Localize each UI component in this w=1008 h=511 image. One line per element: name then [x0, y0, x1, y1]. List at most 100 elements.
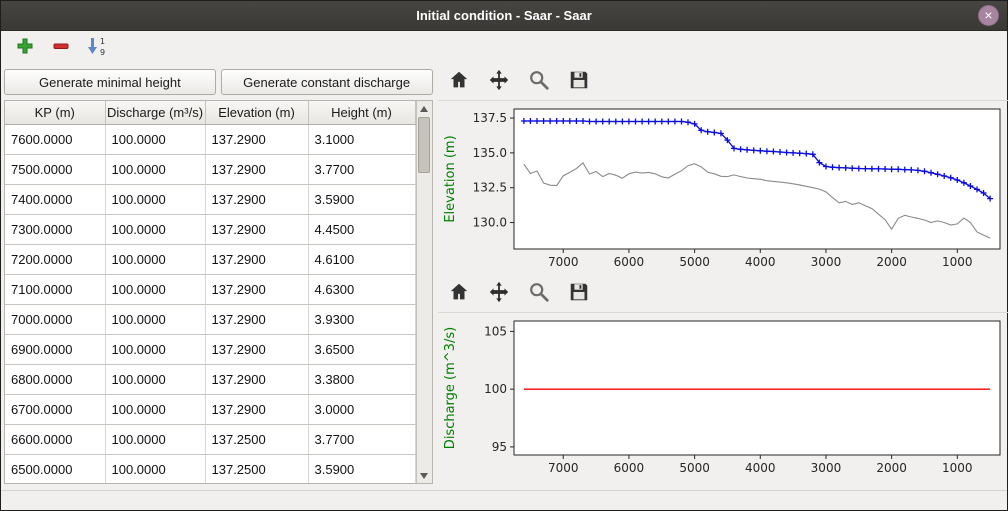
table-row[interactable]: 6500.0000 100.0000 137.2500 3.5900: [5, 454, 416, 483]
table-cell[interactable]: 4.6300: [308, 274, 416, 305]
generate-constant-discharge-button[interactable]: Generate constant discharge: [220, 69, 433, 95]
table-cell[interactable]: 137.2900: [205, 394, 309, 425]
table-cell[interactable]: 7400.0000: [5, 184, 106, 215]
table-cell[interactable]: 3.7700: [308, 424, 416, 455]
table-cell[interactable]: 7000.0000: [5, 304, 106, 335]
scroll-track[interactable]: [417, 116, 432, 468]
elevation-home-button[interactable]: [446, 70, 472, 96]
add-row-button[interactable]: [11, 34, 39, 62]
discharge-pan-button[interactable]: [486, 281, 512, 308]
column-header[interactable]: Elevation (m): [205, 101, 309, 125]
elevation-zoom-button[interactable]: [526, 70, 552, 96]
scroll-down-button[interactable]: [417, 468, 432, 483]
table-cell[interactable]: 100.0000: [105, 274, 206, 305]
zoom-icon: [528, 69, 550, 96]
svg-text:95: 95: [491, 440, 506, 454]
discharge-zoom-button[interactable]: [526, 282, 552, 308]
save-icon: [568, 281, 590, 308]
remove-row-button[interactable]: [47, 34, 75, 62]
table-row[interactable]: 7200.0000 100.0000 137.2900 4.6100: [5, 244, 416, 275]
content-area: Generate minimal height Generate constan…: [1, 65, 1008, 490]
table-cell[interactable]: 3.5900: [308, 184, 416, 215]
table-cell[interactable]: 137.2900: [205, 214, 309, 245]
scroll-thumb[interactable]: [417, 117, 430, 173]
table-row[interactable]: 7100.0000 100.0000 137.2900 4.6300: [5, 274, 416, 305]
table-cell[interactable]: 137.2500: [205, 454, 309, 483]
table-cell[interactable]: 3.1000: [308, 124, 416, 155]
table-cell[interactable]: 3.5900: [308, 454, 416, 483]
table-cell[interactable]: 137.2900: [205, 274, 309, 305]
table-cell[interactable]: 6600.0000: [5, 424, 106, 455]
table-cell[interactable]: 3.7700: [308, 154, 416, 185]
table-row[interactable]: 7600.0000 100.0000 137.2900 3.1000: [5, 124, 416, 155]
table-cell[interactable]: 7100.0000: [5, 274, 106, 305]
discharge-home-button[interactable]: [446, 282, 472, 308]
table-cell[interactable]: 100.0000: [105, 214, 206, 245]
discharge-chart-toolbar: [437, 277, 1008, 313]
sort-ascending-icon: 1 9: [86, 35, 108, 62]
column-header[interactable]: KP (m): [5, 101, 106, 125]
table-row[interactable]: 6600.0000 100.0000 137.2500 3.7700: [5, 424, 416, 455]
table-cell[interactable]: 137.2900: [205, 364, 309, 395]
table-cell[interactable]: 6500.0000: [5, 454, 106, 483]
table-cell[interactable]: 100.0000: [105, 364, 206, 395]
svg-text:5000: 5000: [679, 255, 710, 269]
table-row[interactable]: 7000.0000 100.0000 137.2900 3.9300: [5, 304, 416, 335]
save-icon: [568, 69, 590, 96]
column-header[interactable]: Discharge (m³/s): [105, 101, 206, 125]
close-button[interactable]: ×: [978, 5, 999, 26]
table-row[interactable]: 6800.0000 100.0000 137.2900 3.3800: [5, 364, 416, 395]
table-cell[interactable]: 100.0000: [105, 304, 206, 335]
table-row[interactable]: 7500.0000 100.0000 137.2900 3.7700: [5, 154, 416, 185]
table-cell[interactable]: 100.0000: [105, 454, 206, 483]
table-cell[interactable]: 100.0000: [105, 334, 206, 365]
table-cell[interactable]: 100.0000: [105, 124, 206, 155]
table-cell[interactable]: 137.2900: [205, 184, 309, 215]
table-cell[interactable]: 6700.0000: [5, 394, 106, 425]
svg-text:3000: 3000: [810, 461, 841, 475]
table-cell[interactable]: 7300.0000: [5, 214, 106, 245]
table-cell[interactable]: 137.2900: [205, 334, 309, 365]
table-cell[interactable]: 137.2900: [205, 244, 309, 275]
svg-text:4000: 4000: [745, 461, 776, 475]
table-cell[interactable]: 4.4500: [308, 214, 416, 245]
table-row[interactable]: 7300.0000 100.0000 137.2900 4.4500: [5, 214, 416, 245]
table-cell[interactable]: 3.9300: [308, 304, 416, 335]
table-cell[interactable]: 100.0000: [105, 394, 206, 425]
table-scrollbar[interactable]: [415, 101, 432, 483]
svg-text:100: 100: [484, 382, 507, 396]
column-header[interactable]: Height (m): [308, 101, 416, 125]
table-cell[interactable]: 3.6500: [308, 334, 416, 365]
table-cell[interactable]: 6800.0000: [5, 364, 106, 395]
table-cell[interactable]: 3.3800: [308, 364, 416, 395]
table-cell[interactable]: 137.2500: [205, 424, 309, 455]
svg-text:2000: 2000: [876, 255, 907, 269]
titlebar[interactable]: Initial condition - Saar - Saar ×: [1, 1, 1007, 31]
table-cell[interactable]: 137.2900: [205, 304, 309, 335]
table-cell[interactable]: 137.2900: [205, 124, 309, 155]
svg-text:Elevation (m): Elevation (m): [443, 135, 458, 222]
generate-minimal-height-button[interactable]: Generate minimal height: [4, 69, 216, 95]
table-row[interactable]: 6700.0000 100.0000 137.2900 3.0000: [5, 394, 416, 425]
table-cell[interactable]: 7500.0000: [5, 154, 106, 185]
table-row[interactable]: 7400.0000 100.0000 137.2900 3.5900: [5, 184, 416, 215]
table-cell[interactable]: 6900.0000: [5, 334, 106, 365]
table-cell[interactable]: 100.0000: [105, 244, 206, 275]
table-cell[interactable]: 100.0000: [105, 154, 206, 185]
table-cell[interactable]: 7200.0000: [5, 244, 106, 275]
scroll-up-button[interactable]: [417, 101, 432, 116]
table-row[interactable]: 6900.0000 100.0000 137.2900 3.6500: [5, 334, 416, 365]
elevation-pan-button[interactable]: [486, 69, 512, 96]
add-icon: [15, 36, 35, 61]
table-cell[interactable]: 100.0000: [105, 184, 206, 215]
sort-button[interactable]: 1 9: [83, 34, 111, 62]
svg-text:3000: 3000: [810, 255, 841, 269]
table-cell[interactable]: 137.2900: [205, 154, 309, 185]
table-body: 7600.0000 100.0000 137.2900 3.1000 7500.0000…: [5, 124, 416, 483]
table-cell[interactable]: 100.0000: [105, 424, 206, 455]
elevation-save-button[interactable]: [566, 70, 592, 96]
discharge-save-button[interactable]: [566, 282, 592, 308]
table-cell[interactable]: 7600.0000: [5, 124, 106, 155]
table-cell[interactable]: 4.6100: [308, 244, 416, 275]
table-cell[interactable]: 3.0000: [308, 394, 416, 425]
